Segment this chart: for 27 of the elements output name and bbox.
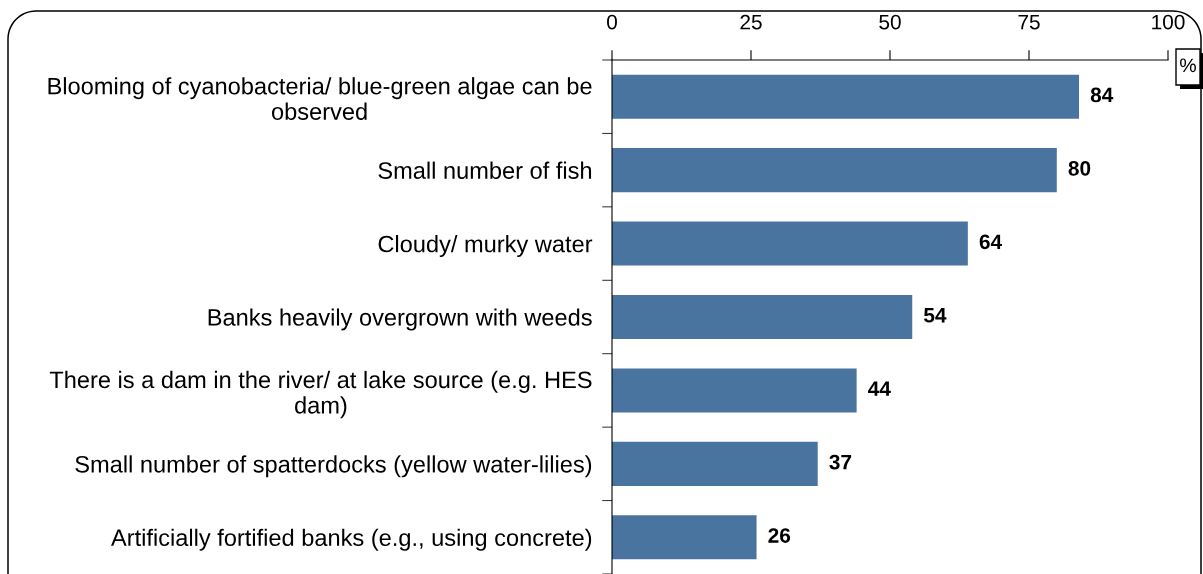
bar xyxy=(612,148,1057,193)
data-label: 80 xyxy=(1068,160,1091,176)
y-tick-label: There is a dam in the river/ at lake source (e.g. HES dam) xyxy=(49,370,592,419)
bar xyxy=(612,515,757,560)
x-tick-label: 75 xyxy=(1018,14,1040,30)
bar xyxy=(612,441,818,486)
x-tick-label: 100 xyxy=(1152,14,1185,30)
data-label: 64 xyxy=(979,234,1003,250)
data-label: 44 xyxy=(868,381,891,396)
data-label: 54 xyxy=(923,308,947,323)
y-tick-label: Blooming of cyanobacteria/ blue-green algae can be observed xyxy=(48,77,592,120)
bar xyxy=(612,368,857,413)
y-tick-label: Banks heavily overgrown with weeds xyxy=(208,308,592,331)
bar xyxy=(612,74,1080,119)
bar xyxy=(612,294,913,340)
x-axis-title: % xyxy=(1180,58,1196,73)
data-label: 26 xyxy=(768,528,791,543)
data-label: 37 xyxy=(829,454,852,470)
x-tick-label: 0 xyxy=(607,14,617,30)
y-tick-label: Cloudy/ murky water xyxy=(378,235,593,258)
x-tick-label: 25 xyxy=(740,14,762,30)
bar xyxy=(612,221,968,266)
y-tick-label: Small number of fish xyxy=(378,161,592,179)
y-tick-label: Artificially fortified banks (e.g., using concrete) xyxy=(111,528,592,551)
data-label: 84 xyxy=(1090,87,1114,103)
y-tick-label: Small number of spatterdocks (yellow water-lilies) xyxy=(75,455,592,478)
x-tick-label: 50 xyxy=(879,14,901,30)
